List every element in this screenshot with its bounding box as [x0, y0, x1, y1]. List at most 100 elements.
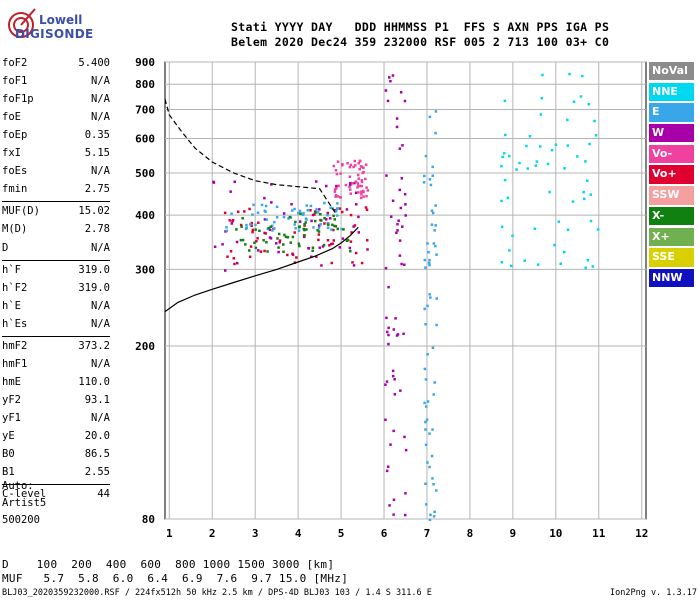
echo-dot — [354, 180, 358, 184]
echo-dot — [358, 167, 361, 171]
echo-dot — [334, 194, 338, 197]
echo-dot — [365, 194, 368, 198]
echo-dot — [330, 228, 333, 231]
echo-dot — [387, 326, 390, 330]
echo-dot — [354, 191, 358, 195]
x-tick-label: 1 — [166, 527, 173, 540]
echo-dot — [435, 253, 438, 256]
echo-dot — [502, 152, 506, 155]
echo-dot — [303, 234, 306, 237]
param-row: B1 2.55 — [2, 464, 110, 482]
echo-dot — [223, 211, 227, 215]
echo-dot — [354, 251, 358, 255]
echo-dot — [290, 209, 294, 212]
echo-dot — [432, 483, 435, 486]
echo-dot — [336, 202, 339, 205]
echo-dot — [239, 223, 243, 227]
echo-dot — [335, 207, 339, 211]
param-separator — [2, 201, 110, 203]
echo-dot — [228, 219, 231, 222]
echo-dot — [305, 228, 308, 231]
echo-dot — [357, 215, 360, 219]
param-value: 110.0 — [78, 375, 110, 388]
param-name: foF1 — [2, 75, 28, 88]
param-value: 44 — [97, 488, 110, 501]
x-tick-label: 9 — [510, 527, 517, 540]
echo-dot — [404, 448, 408, 452]
echo-dot — [254, 223, 257, 227]
echo-dot — [589, 193, 593, 196]
digisonde-logo: Lowell DIGISONDE — [3, 3, 93, 43]
auto-artist: Artist5 — [2, 497, 47, 509]
echo-dot — [263, 249, 266, 253]
x-tick-label: 3 — [252, 527, 259, 540]
echo-dot — [562, 250, 566, 254]
echo-dot — [249, 223, 252, 226]
x-tick-label: 2 — [209, 527, 216, 540]
echo-dot — [424, 266, 427, 269]
echo-dot — [309, 204, 313, 208]
echo-dot — [314, 180, 318, 183]
y-tick-label: 200 — [135, 340, 155, 353]
x-tick-label: 10 — [549, 527, 562, 540]
param-row: hmF2 373.2 — [2, 338, 110, 356]
param-row: fxI 5.15 — [2, 145, 110, 163]
param-row: foEs N/A — [2, 163, 110, 181]
legend-item-x-: X+ — [649, 227, 694, 246]
legend-item-x-: X- — [649, 206, 694, 226]
echo-dot — [293, 223, 296, 226]
echo-dot — [345, 208, 349, 211]
echo-dot — [331, 223, 334, 227]
echo-dot — [282, 215, 286, 219]
param-row: foEp 0.35 — [2, 127, 110, 145]
echo-dot — [428, 293, 431, 296]
echo-dot — [266, 250, 269, 253]
echo-dot — [284, 235, 288, 239]
echo-dot — [323, 222, 326, 225]
x-tick-label: 4 — [295, 527, 302, 540]
echo-dot — [239, 238, 243, 242]
echo-dot — [322, 243, 326, 247]
echo-dot — [311, 246, 315, 249]
echo-dot — [387, 333, 390, 337]
echo-dot — [432, 393, 435, 396]
echo-dot — [433, 229, 436, 232]
echo-dot — [254, 228, 257, 231]
echo-dot — [317, 230, 321, 233]
echo-dot — [224, 230, 227, 233]
echo-dot — [294, 226, 297, 230]
echo-dot — [273, 227, 276, 230]
echo-dot — [235, 228, 238, 231]
echo-dot — [332, 239, 336, 242]
echo-dot — [348, 246, 352, 250]
param-value: 2.78 — [84, 223, 110, 236]
echo-dot — [435, 297, 439, 300]
echo-dot — [426, 304, 429, 308]
param-name: foE — [2, 111, 21, 124]
echo-dot — [583, 197, 586, 201]
echo-dot — [403, 513, 407, 517]
echo-dot — [385, 174, 388, 177]
param-name: M(D) — [2, 223, 28, 236]
echo-dot — [362, 190, 365, 194]
echo-dot — [392, 429, 395, 433]
param-name: yF2 — [2, 393, 21, 406]
echo-dot — [328, 217, 332, 220]
param-separator — [2, 335, 110, 337]
antenna-logo-icon — [8, 8, 36, 38]
echo-dot — [349, 163, 353, 167]
echo-dot — [349, 213, 353, 217]
trace-x- — [164, 98, 338, 216]
echo-dot — [286, 253, 289, 257]
echo-dot — [392, 513, 395, 516]
param-value: 373.2 — [78, 339, 110, 352]
echo-dot — [320, 219, 323, 222]
echo-dot — [352, 264, 356, 267]
version-label: Ion2Png v. 1.3.17 — [610, 588, 697, 598]
echo-dot — [528, 134, 532, 138]
echo-dot — [233, 262, 236, 266]
echo-dot — [321, 245, 325, 248]
echo-dot — [310, 255, 313, 259]
echo-dot — [334, 209, 338, 213]
echo-dot — [357, 191, 360, 194]
